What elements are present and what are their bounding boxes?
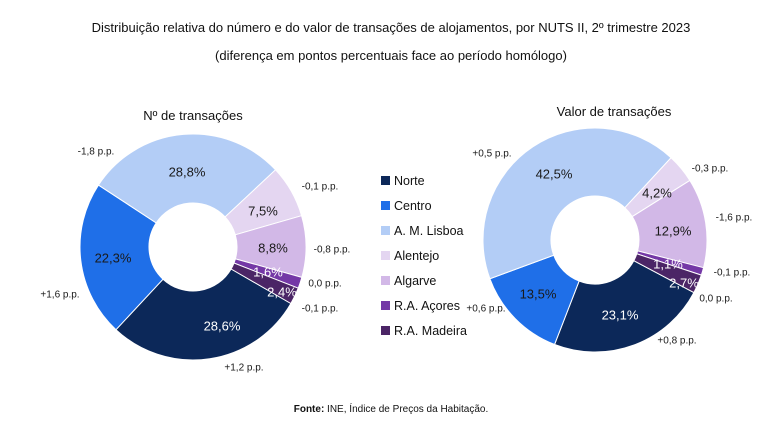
legend-label: Alentejo [394,248,440,263]
legend-item: A. M. Lisboa [381,218,467,243]
right-chart-title: Valor de transações [556,104,672,119]
legend-label: Norte [394,173,425,188]
slice-change-label: -0,1 p.p. [714,268,751,279]
legend-item: Centro [381,193,467,218]
slice-value-label: 28,8% [169,165,206,180]
left-chart-title: Nº de transações [143,108,243,123]
slice-change-label: +1,2 p.p. [224,363,263,374]
slice-value-label: 22,3% [95,251,132,266]
donut-slice [79,184,164,331]
slice-change-label: -1,6 p.p. [716,213,753,224]
donut-slice [97,133,277,224]
legend-item: Norte [381,168,467,193]
donut-slice [553,259,695,353]
slice-change-label: 0,0 p.p. [308,279,341,290]
slice-change-label: -0,1 p.p. [302,304,339,315]
slice-value-label: 1,1% [653,257,683,272]
chart-title: Distribuição relativa do número e do val… [91,20,691,35]
legend-item: R.A. Madeira [381,318,467,343]
legend-swatch [381,326,390,335]
legend-label: A. M. Lisboa [394,223,464,238]
slice-change-label: -0,8 p.p. [314,245,351,256]
legend-swatch [381,251,390,260]
slice-value-label: 2,7% [669,276,699,291]
legend-label: R.A. Madeira [394,323,467,338]
legend-swatch [381,301,390,310]
slice-value-label: 13,5% [520,287,557,302]
slice-value-label: 2,4% [267,285,297,300]
source-text: INE, Índice de Preços da Habitação. [324,404,489,415]
slice-change-label: -0,1 p.p. [302,182,339,193]
legend-label: Algarve [394,273,437,288]
slice-change-label: +0,5 p.p. [472,149,511,160]
legend-label: R.A. Açores [394,298,460,313]
slice-value-label: 8,8% [258,241,288,256]
legend-item: R.A. Açores [381,293,467,318]
donut-slice [482,127,672,280]
slice-change-label: 0,0 p.p. [699,294,732,305]
source-note: Fonte: INE, Índice de Preços da Habitaçã… [0,404,782,415]
legend: Norte Centro A. M. Lisboa Alentejo Algarve R.… [381,168,467,343]
slice-value-label: 42,5% [536,167,573,182]
legend-item: Alentejo [381,243,467,268]
chart-subtitle: (diferença em pontos percentuais face ao… [215,48,567,63]
slice-value-label: 12,9% [655,224,692,239]
donut-slice [633,253,702,294]
slice-value-label: 28,6% [204,319,241,334]
slice-change-label: +0,8 p.p. [657,336,696,347]
donut-slice [230,262,299,305]
source-label: Fonte: [293,404,325,415]
legend-swatch [381,276,390,285]
legend-swatch [381,201,390,210]
donut-slice [115,268,292,361]
slice-value-label: 23,1% [602,308,639,323]
legend-label: Centro [394,198,432,213]
slice-value-label: 7,5% [248,204,278,219]
legend-swatch [381,226,390,235]
legend-swatch [381,176,390,185]
slice-change-label: +1,6 p.p. [40,290,79,301]
legend-item: Algarve [381,268,467,293]
slice-value-label: 1,6% [253,265,283,280]
slice-change-label: -0,3 p.p. [692,164,729,175]
slice-change-label: -1,8 p.p. [78,147,115,158]
slice-value-label: 4,2% [642,186,672,201]
slice-change-label: +0,6 p.p. [466,304,505,315]
